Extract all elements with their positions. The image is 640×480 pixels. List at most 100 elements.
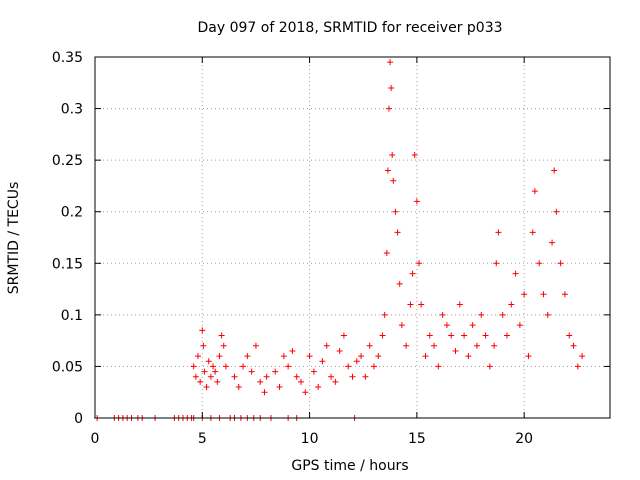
data-point — [396, 280, 403, 287]
data-point — [302, 389, 309, 396]
axes — [94, 56, 611, 419]
data-point — [486, 363, 493, 370]
data-point — [536, 260, 543, 267]
data-point — [521, 291, 528, 298]
y-axis-label: SRMTID / TECUs — [6, 182, 22, 295]
data-point — [240, 363, 247, 370]
data-point — [574, 363, 581, 370]
data-point — [566, 332, 573, 339]
data-point — [482, 332, 489, 339]
data-point — [319, 358, 326, 365]
data-point — [531, 188, 538, 195]
data-point — [345, 363, 352, 370]
data-point — [469, 322, 476, 329]
data-point — [411, 151, 418, 158]
data-point — [192, 373, 199, 380]
data-point — [197, 378, 204, 385]
y-tick-label: 0.2 — [61, 205, 83, 221]
data-point — [461, 332, 468, 339]
x-tick-label: 10 — [301, 431, 319, 447]
data-point — [544, 311, 551, 318]
grid-lines — [95, 57, 610, 418]
data-point — [212, 368, 219, 375]
data-point — [561, 291, 568, 298]
data-point — [389, 151, 396, 158]
data-point — [439, 311, 446, 318]
y-tick-label: 0.1 — [61, 308, 83, 324]
data-point — [443, 322, 450, 329]
data-point — [375, 353, 382, 360]
data-point — [298, 378, 304, 385]
data-point — [570, 342, 577, 349]
x-axis-ticks: 0 5 10 15 20 — [91, 57, 533, 447]
data-point — [203, 384, 210, 391]
data-point — [263, 373, 270, 380]
data-point — [210, 363, 217, 370]
data-point — [504, 332, 510, 339]
data-point — [448, 332, 455, 339]
y-tick-label: 0.25 — [52, 153, 83, 169]
data-point — [553, 208, 560, 215]
x-tick-label: 5 — [198, 431, 207, 447]
data-point — [205, 358, 212, 365]
data-point — [452, 347, 459, 354]
data-point — [358, 353, 365, 360]
data-point — [252, 342, 259, 349]
data-point — [529, 229, 536, 236]
x-tick-label: 20 — [515, 431, 533, 447]
x-tick-label: 15 — [408, 431, 426, 447]
data-point — [418, 301, 425, 308]
data-point — [525, 353, 532, 360]
data-point — [379, 332, 386, 339]
data-point — [261, 389, 268, 396]
y-tick-label: 0.3 — [61, 102, 83, 118]
data-point — [336, 347, 343, 354]
data-point — [385, 105, 392, 112]
data-point — [257, 378, 264, 385]
data-point — [392, 208, 399, 215]
data-point — [516, 322, 523, 329]
data-point — [353, 358, 360, 365]
data-point — [199, 327, 206, 334]
y-tick-label: 0 — [74, 411, 83, 427]
data-point — [231, 373, 238, 380]
data-point — [540, 291, 547, 298]
x-axis-label: GPS time / hours — [291, 458, 408, 474]
data-point — [272, 368, 279, 375]
data-point — [340, 332, 347, 339]
data-point — [349, 373, 356, 380]
y-tick-label: 0.35 — [52, 50, 83, 66]
data-point — [473, 342, 480, 349]
data-point — [416, 260, 423, 267]
data-point — [431, 342, 438, 349]
data-point — [390, 177, 397, 184]
data-point — [315, 384, 322, 391]
data-point — [407, 301, 414, 308]
data-point — [493, 260, 500, 267]
data-point — [328, 373, 335, 380]
data-point — [579, 353, 586, 360]
data-point — [195, 353, 201, 360]
data-point — [216, 353, 223, 360]
data-point — [465, 353, 472, 360]
x-tick-label: 0 — [91, 431, 100, 447]
data-point — [491, 342, 498, 349]
data-point — [306, 353, 313, 360]
data-point — [499, 311, 506, 318]
data-point — [435, 363, 442, 370]
data-point — [248, 368, 255, 375]
data-point — [495, 229, 502, 236]
data-point — [293, 373, 300, 380]
data-point — [362, 373, 369, 380]
data-point — [366, 342, 373, 349]
data-point — [409, 270, 416, 277]
y-tick-label: 0.05 — [52, 359, 83, 375]
data-point — [478, 311, 485, 318]
data-point — [551, 167, 558, 174]
data-point — [310, 368, 317, 375]
data-point — [413, 198, 420, 205]
data-point — [280, 353, 287, 360]
data-point — [214, 378, 221, 385]
data-point — [276, 384, 283, 391]
